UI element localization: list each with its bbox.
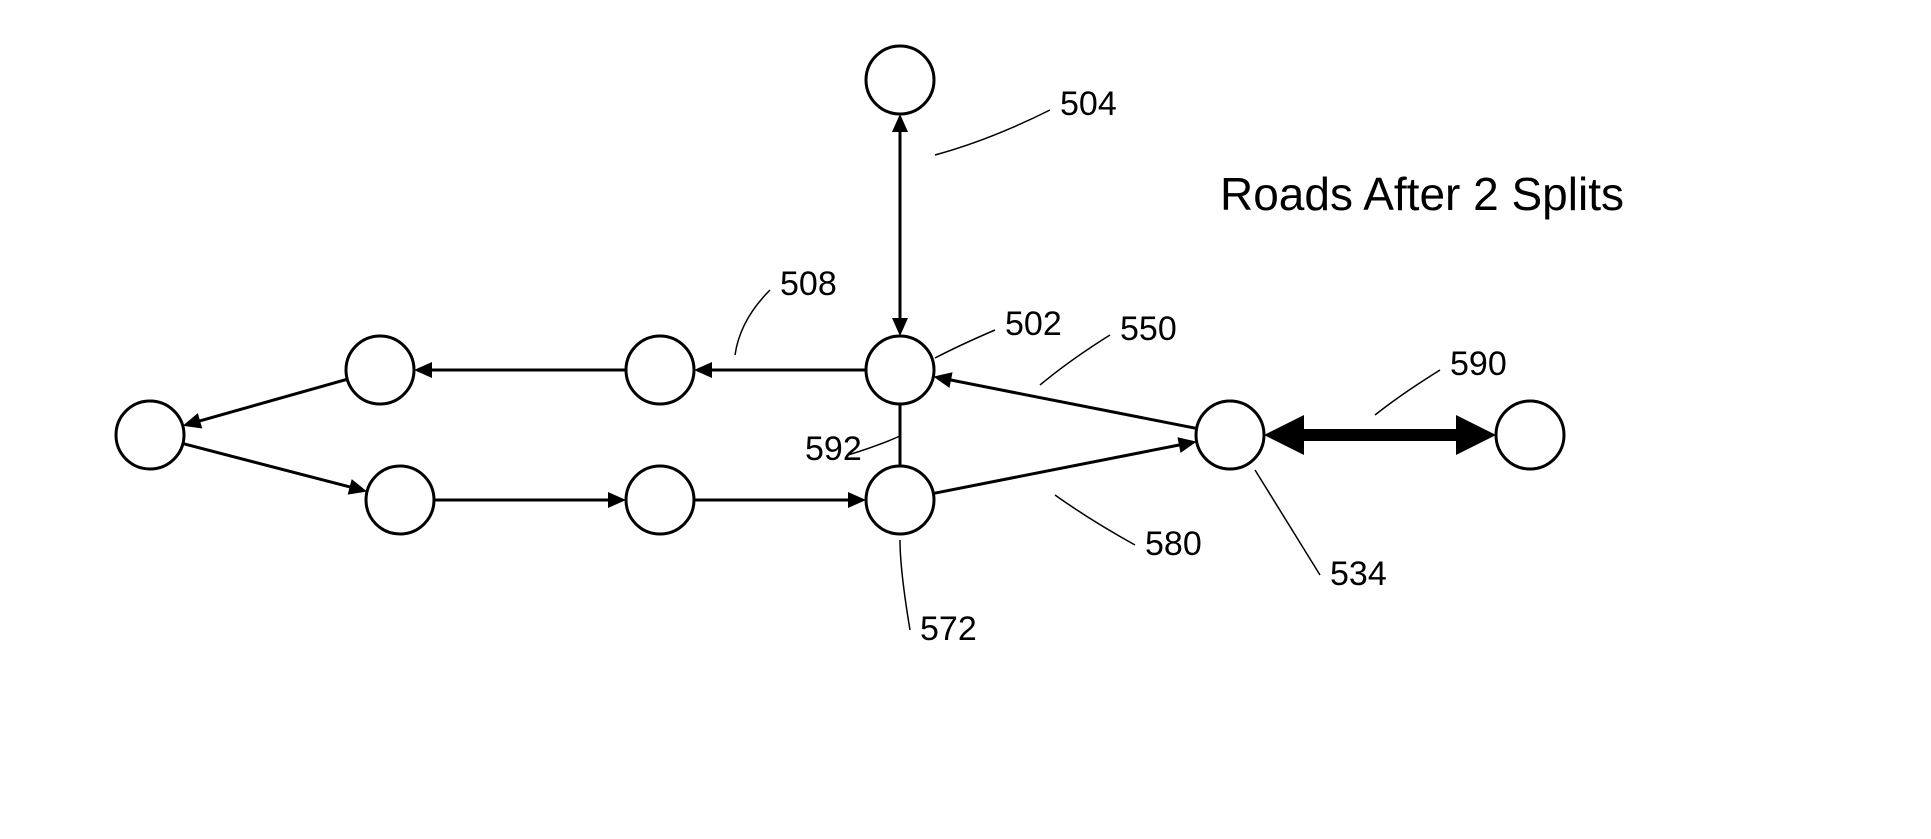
arrowhead [892,114,908,132]
leader-line [935,110,1050,155]
graph-node [366,466,434,534]
graph-node [626,466,694,534]
edge [183,444,357,489]
reference-label: 502 [1005,305,1062,343]
edge [944,379,1197,429]
edge [933,444,1186,494]
leader-line [1255,470,1320,575]
arrowhead [1456,415,1496,455]
arrowhead [1177,437,1196,453]
reference-label: 590 [1450,345,1507,383]
arrowhead [1264,415,1304,455]
diagram-title: Roads After 2 Splits [1220,168,1624,220]
graph-node [866,46,934,114]
graph-node [866,466,934,534]
arrowhead [848,492,866,508]
leader-line [1375,370,1440,415]
arrowhead [348,479,367,494]
reference-label: 550 [1120,310,1177,348]
graph-node [1496,401,1564,469]
graph-node [1196,401,1264,469]
graph-node [116,401,184,469]
arrowhead [608,492,626,508]
edge [193,379,347,423]
graph-node [346,336,414,404]
reference-label: 504 [1060,85,1117,123]
arrowhead [694,362,712,378]
reference-label: 592 [805,430,862,468]
leader-line [735,290,770,355]
leader-line [900,540,910,630]
graph-node [866,336,934,404]
arrowhead [933,372,952,388]
reference-label: 580 [1145,525,1202,563]
reference-label: 508 [780,265,837,303]
arrowhead [414,362,432,378]
reference-label: 534 [1330,555,1387,593]
arrowhead [892,318,908,336]
arrowhead [183,413,202,428]
leader-line [1055,495,1135,545]
graph-node [626,336,694,404]
reference-label: 572 [920,610,977,648]
diagram-canvas: 504 502 508 550 590 592 580 534 572 Roads After 2… [0,0,1931,839]
leader-line [935,330,995,358]
